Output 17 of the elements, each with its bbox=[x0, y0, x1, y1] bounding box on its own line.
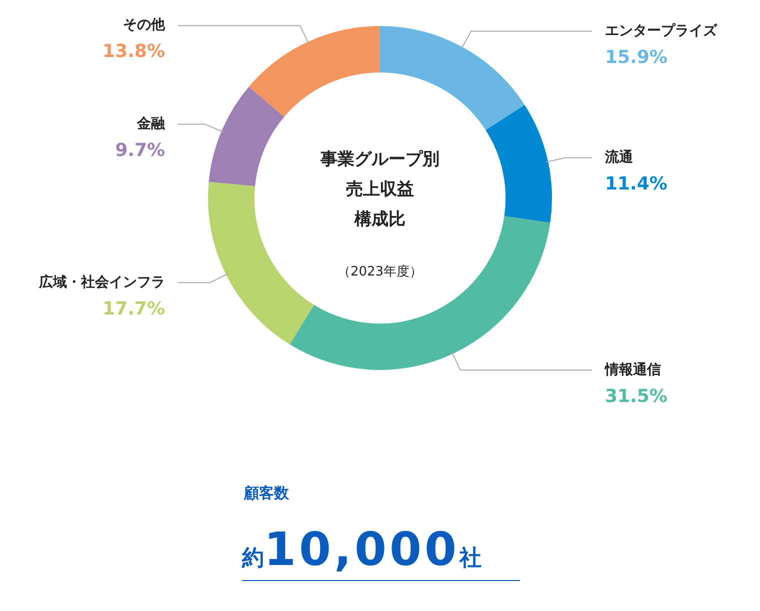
slice-label: 流通 bbox=[604, 148, 634, 166]
slice-label: 金融 bbox=[136, 116, 166, 132]
data-label: 13.8% bbox=[102, 41, 165, 62]
data-label: 17.7% bbox=[102, 298, 165, 320]
slice-label: 情報通信 bbox=[604, 360, 661, 378]
slice-label: 広域・社会インフラ bbox=[38, 273, 165, 290]
text: 事業グループ別 bbox=[320, 149, 440, 170]
slice-label: エンタープライズ bbox=[605, 22, 718, 39]
text: （2023年度） bbox=[337, 263, 423, 280]
text: 売上収益 bbox=[346, 179, 414, 200]
slice-label: その他 bbox=[123, 17, 166, 34]
text: 顧客数 bbox=[244, 484, 289, 503]
data-label: 11.4% bbox=[605, 173, 668, 194]
data-label: 15.9% bbox=[605, 46, 668, 68]
data-label: 31.5% bbox=[605, 386, 668, 407]
data-label: 9.7% bbox=[115, 140, 165, 161]
text: 構成比 bbox=[354, 209, 406, 230]
